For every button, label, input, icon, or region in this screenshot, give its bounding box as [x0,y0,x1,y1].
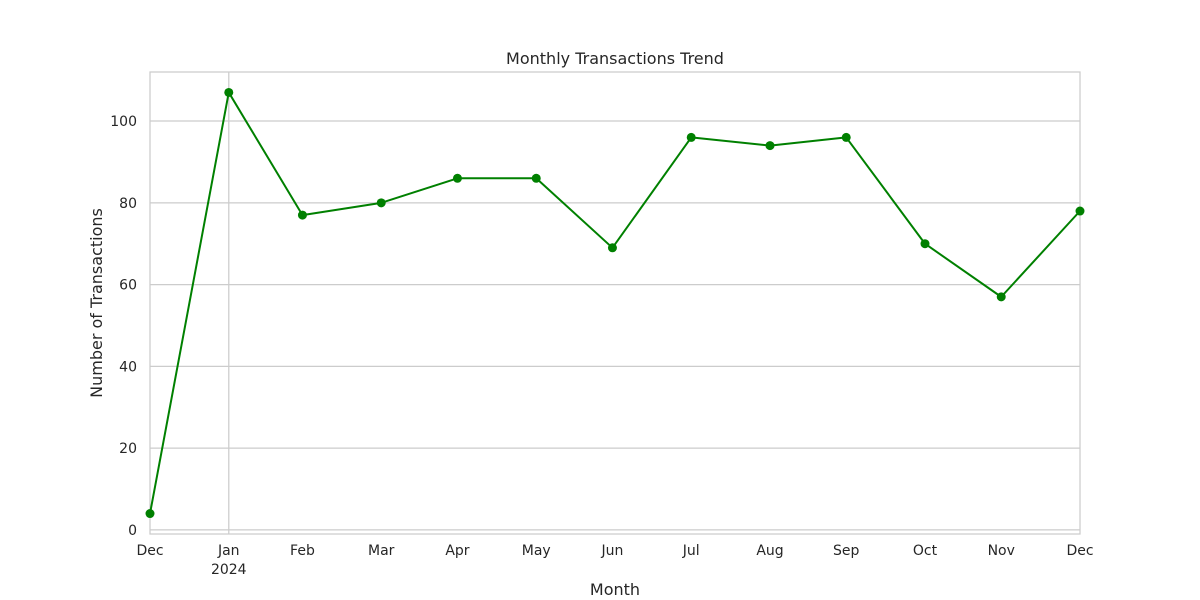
x-tick-label: Apr [445,543,469,559]
y-tick-label: 60 [119,278,137,294]
data-point [996,292,1006,302]
y-tick-label: 100 [110,114,137,130]
y-tick-label: 40 [119,359,137,375]
chart-title: Monthly Transactions Trend [506,49,724,68]
data-point [531,173,541,183]
x-tick-label: Oct [913,543,938,559]
data-point [841,132,851,142]
x-tick-label: Dec [136,543,163,559]
x-tick-label: Jul [682,543,700,559]
data-point [686,132,696,142]
y-tick-label: 20 [119,441,137,457]
x-tick-label: May [522,543,551,559]
data-point [920,239,930,249]
y-axis-label: Number of Transactions [87,208,106,398]
x-tick-label: Dec [1066,543,1093,559]
data-point [765,141,775,151]
y-tick-labels: 0 20 40 60 80 100 [110,114,137,539]
data-point [452,173,462,183]
x-tick-label: Nov [988,543,1015,559]
x-tick-label: Aug [756,543,783,559]
y-tick-label: 80 [119,196,137,212]
x-tick-label: Sep [833,543,860,559]
data-point [376,198,386,208]
x-axis-label: Month [590,580,640,599]
data-point [224,87,234,97]
y-tick-label: 0 [128,523,137,539]
x-tick-label: Jan [217,543,240,559]
data-point [607,243,617,253]
data-series [145,87,1085,519]
x-tick-label: Mar [368,543,395,559]
x-tick-label: Jun [601,543,624,559]
data-point [1075,206,1085,216]
x-tick-labels: Dec Jan 2024 Feb Mar Apr May Jun Jul Aug Sep Oct Nov… [136,543,1093,578]
plot-frame [149,71,1081,535]
x-tick-sublabel: 2024 [211,562,247,578]
data-point [145,509,155,519]
x-tick-label: Feb [290,543,315,559]
plot-background [150,72,1080,534]
data-point [297,210,307,220]
grid-lines [150,72,1080,534]
